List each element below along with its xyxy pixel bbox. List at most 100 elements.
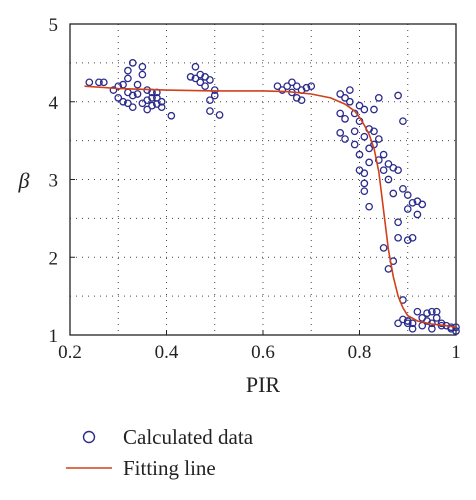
data-point: [128, 59, 137, 67]
data-point: [360, 169, 369, 178]
data-point: [133, 80, 142, 89]
data-point: [360, 179, 369, 188]
data-point: [148, 101, 156, 110]
x-axis: 0.2 0.4 0.6 0.8 1: [58, 330, 461, 363]
data-point: [341, 115, 349, 123]
data-point: [365, 202, 373, 211]
data-point: [403, 205, 412, 213]
data-point: [345, 97, 354, 106]
data-point: [379, 150, 388, 159]
data-point: [394, 166, 402, 175]
data-point: [408, 233, 417, 242]
data-point: [399, 315, 407, 324]
data-point: [341, 135, 349, 143]
data-point: [365, 158, 373, 167]
data-point: [302, 83, 311, 92]
data-point: [384, 175, 393, 184]
data-point: [379, 244, 388, 252]
legend-marker-calculated-data: [82, 430, 96, 444]
data-point: [143, 105, 152, 114]
data-point: [394, 91, 402, 100]
data-point: [394, 218, 402, 227]
data-point: [128, 91, 137, 100]
x-tick-label: 1: [451, 342, 461, 363]
data-point: [206, 96, 214, 105]
data-point: [428, 307, 436, 316]
data-point: [360, 132, 369, 141]
grid: [70, 24, 456, 335]
data-point: [124, 99, 132, 108]
y-axis: 1 2 3 4 5: [49, 15, 75, 347]
data-point: [307, 82, 316, 91]
x-axis-label: PIR: [246, 372, 281, 397]
data-point: [278, 86, 287, 94]
y-tick-label: 3: [49, 171, 59, 192]
data-point: [99, 78, 108, 87]
data-point: [95, 78, 103, 87]
data-point: [336, 90, 345, 98]
data-point: [355, 150, 364, 159]
data-point: [360, 105, 369, 114]
data-point: [191, 74, 200, 83]
data-point: [201, 82, 209, 91]
data-point: [399, 117, 407, 126]
y-tick-label: 1: [49, 326, 59, 347]
data-point: [206, 107, 214, 115]
data-point: [138, 62, 147, 71]
data-point: [210, 91, 219, 100]
data-point: [119, 80, 127, 89]
data-point: [119, 97, 127, 106]
data-point: [215, 111, 224, 119]
data-point: [350, 127, 359, 136]
data-point: [394, 319, 402, 328]
data-point: [374, 94, 383, 102]
data-point: [452, 327, 460, 335]
data-point: [413, 210, 422, 219]
data-point: [196, 78, 205, 87]
data-point: [288, 78, 296, 87]
data-point: [399, 184, 407, 193]
legend-label-calculated-data: Calculated data: [123, 425, 254, 449]
x-tick-label: 0.2: [58, 342, 82, 363]
data-point: [379, 166, 388, 175]
data-point: [191, 62, 200, 71]
data-point: [432, 314, 441, 322]
data-point: [360, 187, 369, 196]
data-point: [133, 90, 142, 98]
data-point: [297, 96, 306, 105]
data-point: [157, 97, 166, 106]
y-axis-label: β: [18, 168, 30, 193]
scatter-series: [85, 59, 460, 335]
data-point: [350, 140, 359, 149]
x-tick-label: 0.6: [251, 342, 275, 363]
data-point: [384, 160, 393, 168]
data-point: [336, 129, 345, 137]
data-point: [365, 144, 373, 153]
data-point: [374, 135, 383, 143]
x-tick-label: 0.8: [348, 342, 372, 363]
data-point: [408, 319, 417, 328]
data-point: [370, 127, 378, 136]
data-point: [114, 94, 123, 102]
data-point: [428, 324, 436, 333]
data-point: [186, 73, 195, 81]
legend-label-fitting-line: Fitting line: [123, 456, 216, 480]
data-point: [167, 111, 176, 120]
y-tick-label: 2: [49, 248, 59, 269]
data-point: [345, 86, 354, 94]
data-point: [355, 101, 364, 110]
data-point: [403, 191, 412, 199]
fitting-line: [84, 85, 457, 328]
data-point: [423, 309, 431, 318]
data-point: [418, 200, 427, 209]
data-point: [408, 324, 417, 333]
data-point: [292, 82, 301, 91]
data-point: [413, 307, 422, 316]
data-point: [206, 76, 214, 84]
data-point: [114, 82, 123, 91]
data-point: [124, 74, 132, 83]
data-point: [157, 103, 166, 112]
data-point: [341, 94, 349, 102]
data-point: [138, 70, 147, 79]
